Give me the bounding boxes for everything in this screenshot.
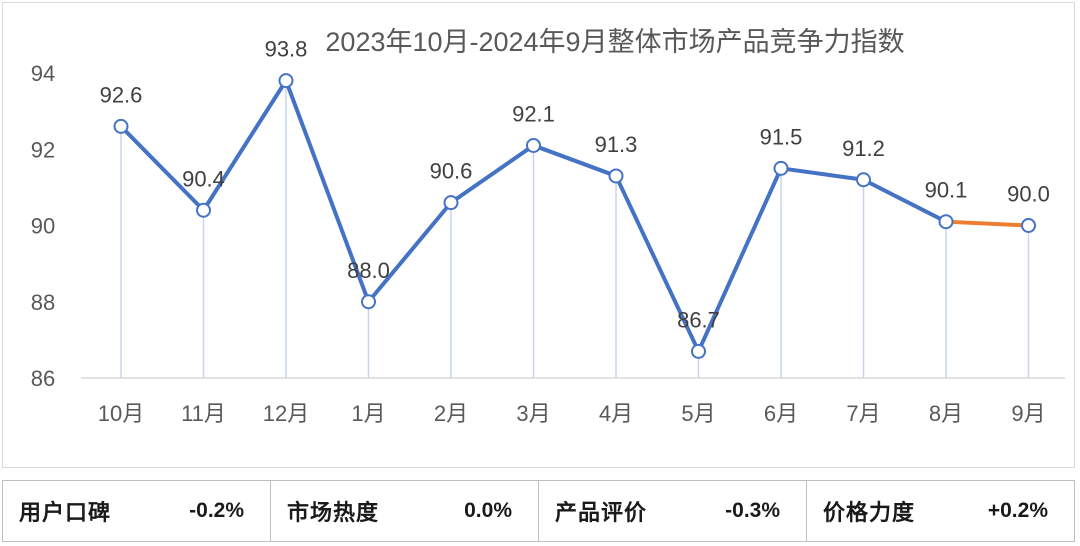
data-point: [526, 137, 541, 153]
data-label: 91.5: [760, 124, 803, 149]
data-point: [856, 172, 871, 188]
metric-value: +0.2%: [987, 499, 1048, 522]
data-label: 93.8: [265, 37, 308, 62]
chart-frame: 2023年10月-2024年9月整体市场产品竞争力指数 86 88 90 92 94 9…: [2, 2, 1075, 468]
data-label: 90.4: [182, 166, 225, 191]
data-label: 92.6: [100, 82, 143, 107]
x-tick-label: 9月: [1011, 401, 1045, 426]
x-tick-label: 12月: [263, 401, 309, 426]
x-tick-label: 5月: [681, 401, 715, 426]
data-labels: 92.6 90.4 93.8 88.0 90.6 92.1 91.3 86.7 91.5 91.2…: [100, 37, 1050, 333]
y-tick-label: 94: [31, 61, 55, 86]
metric-label: 市场热度: [287, 500, 380, 525]
data-label: 90.0: [1007, 182, 1050, 207]
metric-label: 产品评价: [555, 500, 648, 525]
data-points: [113, 73, 1036, 359]
metric-price-strength: 价格力度 +0.2%: [807, 481, 1074, 541]
y-tick-label: 92: [31, 137, 55, 162]
data-label: 91.2: [842, 136, 885, 161]
series-line: [119, 78, 1029, 354]
metric-value: -0.2%: [189, 499, 244, 522]
data-label: 90.1: [925, 178, 968, 203]
metric-label: 用户口碑: [19, 500, 112, 525]
data-point: [773, 160, 789, 176]
x-tick-label: 2月: [434, 401, 468, 426]
data-point: [361, 294, 376, 310]
data-label: 88.0: [347, 258, 390, 283]
data-label: 91.3: [595, 132, 638, 157]
summary-bar: 用户口碑 -0.2% 市场热度 0.0% 产品评价 -0.3% 价格力度 +0.…: [2, 480, 1075, 542]
data-point: [278, 73, 294, 89]
y-tick-label: 86: [31, 366, 55, 391]
x-tick-label: 8月: [929, 401, 963, 426]
x-tick-label: 1月: [351, 401, 385, 426]
data-point: [113, 118, 129, 134]
metric-label: 价格力度: [823, 500, 916, 525]
data-label: 90.6: [430, 159, 473, 184]
metric-value: -0.3%: [725, 499, 780, 522]
drop-lines: [120, 80, 1030, 378]
x-tick-label: 10月: [98, 401, 144, 426]
data-label: 86.7: [677, 307, 720, 332]
y-tick-label: 88: [31, 290, 55, 315]
x-tick-label: 6月: [764, 401, 798, 426]
x-tick-label: 7月: [846, 401, 880, 426]
y-tick-label: 90: [31, 214, 55, 239]
chart-title: 2023年10月-2024年9月整体市场产品竞争力指数: [325, 27, 904, 57]
data-point: [691, 343, 706, 359]
metric-value: 0.0%: [464, 499, 512, 522]
y-axis-ticks: 86 88 90 92 94: [31, 61, 55, 391]
data-point: [608, 168, 624, 184]
data-label: 92.1: [512, 101, 555, 126]
x-tick-label: 3月: [516, 401, 550, 426]
series-last-segment: [945, 219, 1029, 228]
metric-product-review: 产品评价 -0.3%: [539, 481, 807, 541]
line-chart: 2023年10月-2024年9月整体市场产品竞争力指数 86 88 90 92 94 9…: [31, 27, 1065, 426]
x-tick-label: 4月: [599, 401, 633, 426]
metric-market-heat: 市场热度 0.0%: [271, 481, 539, 541]
data-point: [938, 214, 954, 230]
data-point: [443, 195, 459, 211]
data-point: [196, 202, 211, 218]
metric-user-reputation: 用户口碑 -0.2%: [3, 481, 271, 541]
x-tick-label: 11月: [181, 401, 226, 426]
data-point: [1021, 218, 1036, 233]
x-axis-ticks: 10月 11月 12月 1月 2月 3月 4月 5月 6月 7月 8月 9月: [98, 401, 1046, 426]
